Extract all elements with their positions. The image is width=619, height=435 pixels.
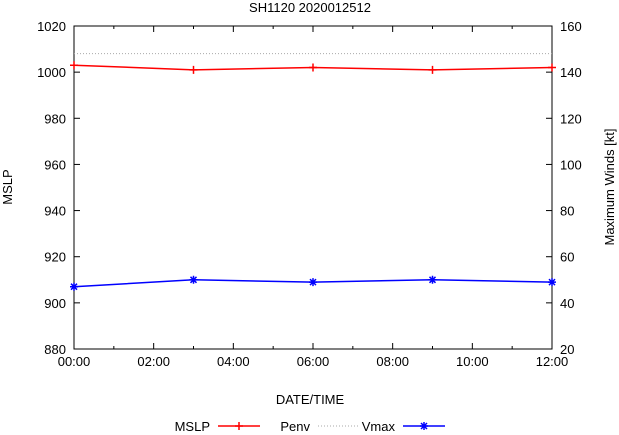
- y2-tick-label: 20: [560, 342, 574, 357]
- x-tick-label: 08:00: [376, 354, 409, 369]
- y2-tick-label: 140: [560, 65, 582, 80]
- star-marker: [428, 275, 437, 284]
- y-tick-label: 1020: [37, 19, 66, 34]
- plus-marker: [309, 63, 317, 72]
- plus-marker: [189, 65, 198, 74]
- y2-tick-label: 160: [560, 19, 582, 34]
- y-tick-label: 900: [44, 296, 66, 311]
- star-marker: [189, 275, 198, 284]
- y-tick-label: 1000: [37, 65, 66, 80]
- y2-axis-label: Maximum Winds [kt]: [602, 128, 617, 245]
- x-tick-label: 12:00: [536, 354, 569, 369]
- y2-tick-label: 80: [560, 204, 574, 219]
- chart-title: SH1120 2020012512: [249, 0, 371, 15]
- plus-marker: [548, 63, 556, 72]
- x-tick-label: 02:00: [137, 354, 170, 369]
- y2-tick-label: 120: [560, 111, 582, 126]
- y-axis-label: MSLP: [0, 169, 15, 204]
- x-axis-label: DATE/TIME: [276, 392, 345, 407]
- y-tick-label: 920: [44, 250, 66, 265]
- plus-marker: [235, 422, 243, 430]
- star-marker: [548, 278, 556, 287]
- y2-tick-label: 100: [560, 157, 582, 172]
- x-tick-label: 00:00: [58, 354, 91, 369]
- legend-label-mslp: MSLP: [175, 419, 210, 432]
- plus-marker: [70, 61, 78, 70]
- star-marker: [70, 282, 78, 291]
- x-tick-label: 06:00: [297, 354, 330, 369]
- y-tick-label: 960: [44, 157, 66, 172]
- y2-tick-label: 40: [560, 296, 574, 311]
- y-tick-label: 980: [44, 111, 66, 126]
- y2-tick-label: 60: [560, 250, 574, 265]
- plot-frame: [73, 25, 553, 350]
- star-marker: [309, 278, 317, 287]
- x-tick-label: 10:00: [456, 354, 489, 369]
- plus-marker: [428, 65, 437, 74]
- legend-label-penv: Penv: [280, 419, 310, 432]
- legend-label-vmax: Vmax: [362, 419, 396, 432]
- y-tick-label: 880: [44, 342, 66, 357]
- y-tick-label: 940: [44, 204, 66, 219]
- star-marker: [420, 422, 428, 430]
- x-tick-label: 04:00: [217, 354, 250, 369]
